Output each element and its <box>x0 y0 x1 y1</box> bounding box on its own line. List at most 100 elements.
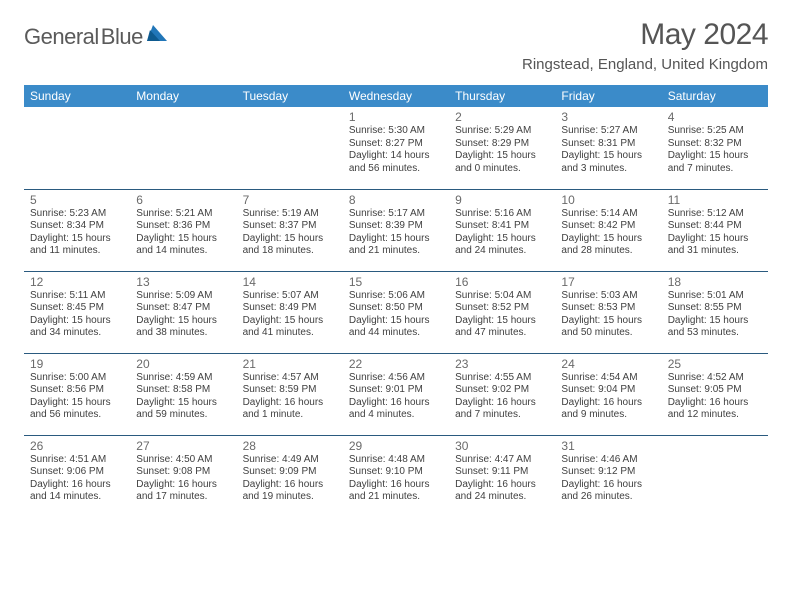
calendar-day-cell: 28Sunrise: 4:49 AMSunset: 9:09 PMDayligh… <box>237 435 343 517</box>
day-info: Sunrise: 5:07 AMSunset: 8:49 PMDaylight:… <box>243 290 337 340</box>
day-info: Sunrise: 4:51 AMSunset: 9:06 PMDaylight:… <box>30 454 124 504</box>
day-info: Sunrise: 4:50 AMSunset: 9:08 PMDaylight:… <box>136 454 230 504</box>
calendar-day-cell: 27Sunrise: 4:50 AMSunset: 9:08 PMDayligh… <box>130 435 236 517</box>
day-info: Sunrise: 4:46 AMSunset: 9:12 PMDaylight:… <box>561 454 655 504</box>
calendar-day-cell: 11Sunrise: 5:12 AMSunset: 8:44 PMDayligh… <box>662 189 768 271</box>
calendar-day-cell: 17Sunrise: 5:03 AMSunset: 8:53 PMDayligh… <box>555 271 661 353</box>
day-info: Sunrise: 4:52 AMSunset: 9:05 PMDaylight:… <box>668 372 762 422</box>
day-info: Sunrise: 5:14 AMSunset: 8:42 PMDaylight:… <box>561 208 655 258</box>
logo-triangle-icon <box>147 25 167 46</box>
daylight-text: Daylight: 16 hours and 24 minutes. <box>455 479 549 504</box>
sunrise-text: Sunrise: 4:50 AM <box>136 454 230 467</box>
calendar-week-row: 12Sunrise: 5:11 AMSunset: 8:45 PMDayligh… <box>24 271 768 353</box>
calendar-week-row: 5Sunrise: 5:23 AMSunset: 8:34 PMDaylight… <box>24 189 768 271</box>
sunset-text: Sunset: 9:10 PM <box>349 466 443 479</box>
sunrise-text: Sunrise: 5:30 AM <box>349 125 443 138</box>
sunset-text: Sunset: 9:12 PM <box>561 466 655 479</box>
sunrise-text: Sunrise: 4:47 AM <box>455 454 549 467</box>
weekday-header-row: SundayMondayTuesdayWednesdayThursdayFrid… <box>24 85 768 107</box>
sunset-text: Sunset: 8:36 PM <box>136 220 230 233</box>
calendar-day-cell: 26Sunrise: 4:51 AMSunset: 9:06 PMDayligh… <box>24 435 130 517</box>
day-number: 2 <box>455 110 549 124</box>
day-number: 18 <box>668 275 762 289</box>
calendar-day-cell: 14Sunrise: 5:07 AMSunset: 8:49 PMDayligh… <box>237 271 343 353</box>
daylight-text: Daylight: 16 hours and 26 minutes. <box>561 479 655 504</box>
sunset-text: Sunset: 9:08 PM <box>136 466 230 479</box>
sunrise-text: Sunrise: 5:07 AM <box>243 290 337 303</box>
daylight-text: Daylight: 16 hours and 9 minutes. <box>561 397 655 422</box>
sunset-text: Sunset: 8:45 PM <box>30 302 124 315</box>
day-info: Sunrise: 4:48 AMSunset: 9:10 PMDaylight:… <box>349 454 443 504</box>
sunrise-text: Sunrise: 5:11 AM <box>30 290 124 303</box>
sunset-text: Sunset: 8:37 PM <box>243 220 337 233</box>
daylight-text: Daylight: 16 hours and 7 minutes. <box>455 397 549 422</box>
day-info: Sunrise: 4:56 AMSunset: 9:01 PMDaylight:… <box>349 372 443 422</box>
day-number: 26 <box>30 439 124 453</box>
sunset-text: Sunset: 8:27 PM <box>349 138 443 151</box>
daylight-text: Daylight: 16 hours and 1 minute. <box>243 397 337 422</box>
calendar-week-row: 1Sunrise: 5:30 AMSunset: 8:27 PMDaylight… <box>24 107 768 189</box>
calendar-day-cell: 25Sunrise: 4:52 AMSunset: 9:05 PMDayligh… <box>662 353 768 435</box>
day-info: Sunrise: 5:27 AMSunset: 8:31 PMDaylight:… <box>561 125 655 175</box>
day-info: Sunrise: 5:11 AMSunset: 8:45 PMDaylight:… <box>30 290 124 340</box>
sunset-text: Sunset: 8:42 PM <box>561 220 655 233</box>
daylight-text: Daylight: 14 hours and 56 minutes. <box>349 150 443 175</box>
sunset-text: Sunset: 8:50 PM <box>349 302 443 315</box>
day-info: Sunrise: 5:06 AMSunset: 8:50 PMDaylight:… <box>349 290 443 340</box>
day-info: Sunrise: 5:30 AMSunset: 8:27 PMDaylight:… <box>349 125 443 175</box>
day-info: Sunrise: 4:54 AMSunset: 9:04 PMDaylight:… <box>561 372 655 422</box>
day-number: 14 <box>243 275 337 289</box>
sunrise-text: Sunrise: 4:55 AM <box>455 372 549 385</box>
day-info: Sunrise: 5:23 AMSunset: 8:34 PMDaylight:… <box>30 208 124 258</box>
sunrise-text: Sunrise: 4:57 AM <box>243 372 337 385</box>
day-number: 3 <box>561 110 655 124</box>
sunset-text: Sunset: 8:56 PM <box>30 384 124 397</box>
daylight-text: Daylight: 15 hours and 7 minutes. <box>668 150 762 175</box>
day-info: Sunrise: 5:09 AMSunset: 8:47 PMDaylight:… <box>136 290 230 340</box>
weekday-header: Thursday <box>449 85 555 107</box>
calendar-table: SundayMondayTuesdayWednesdayThursdayFrid… <box>24 85 768 517</box>
month-title: May 2024 <box>522 18 768 52</box>
daylight-text: Daylight: 15 hours and 31 minutes. <box>668 233 762 258</box>
sunset-text: Sunset: 8:53 PM <box>561 302 655 315</box>
calendar-day-cell: 22Sunrise: 4:56 AMSunset: 9:01 PMDayligh… <box>343 353 449 435</box>
day-info: Sunrise: 5:03 AMSunset: 8:53 PMDaylight:… <box>561 290 655 340</box>
sunset-text: Sunset: 8:29 PM <box>455 138 549 151</box>
calendar-day-cell: 8Sunrise: 5:17 AMSunset: 8:39 PMDaylight… <box>343 189 449 271</box>
day-number: 24 <box>561 357 655 371</box>
daylight-text: Daylight: 15 hours and 59 minutes. <box>136 397 230 422</box>
calendar-day-cell: 12Sunrise: 5:11 AMSunset: 8:45 PMDayligh… <box>24 271 130 353</box>
calendar-day-cell: 21Sunrise: 4:57 AMSunset: 8:59 PMDayligh… <box>237 353 343 435</box>
daylight-text: Daylight: 15 hours and 0 minutes. <box>455 150 549 175</box>
sunset-text: Sunset: 9:11 PM <box>455 466 549 479</box>
sunset-text: Sunset: 9:04 PM <box>561 384 655 397</box>
calendar-week-row: 19Sunrise: 5:00 AMSunset: 8:56 PMDayligh… <box>24 353 768 435</box>
day-number: 10 <box>561 193 655 207</box>
calendar-week-row: 26Sunrise: 4:51 AMSunset: 9:06 PMDayligh… <box>24 435 768 517</box>
calendar-day-cell: 2Sunrise: 5:29 AMSunset: 8:29 PMDaylight… <box>449 107 555 189</box>
calendar-day-cell <box>130 107 236 189</box>
day-info: Sunrise: 4:57 AMSunset: 8:59 PMDaylight:… <box>243 372 337 422</box>
day-number: 1 <box>349 110 443 124</box>
sunset-text: Sunset: 8:58 PM <box>136 384 230 397</box>
weekday-header: Wednesday <box>343 85 449 107</box>
calendar-day-cell: 16Sunrise: 5:04 AMSunset: 8:52 PMDayligh… <box>449 271 555 353</box>
calendar-day-cell: 18Sunrise: 5:01 AMSunset: 8:55 PMDayligh… <box>662 271 768 353</box>
day-number: 7 <box>243 193 337 207</box>
daylight-text: Daylight: 15 hours and 41 minutes. <box>243 315 337 340</box>
sunset-text: Sunset: 8:34 PM <box>30 220 124 233</box>
calendar-day-cell <box>662 435 768 517</box>
daylight-text: Daylight: 15 hours and 21 minutes. <box>349 233 443 258</box>
sunset-text: Sunset: 8:44 PM <box>668 220 762 233</box>
day-number: 30 <box>455 439 549 453</box>
calendar-day-cell: 24Sunrise: 4:54 AMSunset: 9:04 PMDayligh… <box>555 353 661 435</box>
sunset-text: Sunset: 8:47 PM <box>136 302 230 315</box>
sunset-text: Sunset: 8:52 PM <box>455 302 549 315</box>
brand-text-1: General <box>24 24 99 50</box>
calendar-day-cell: 19Sunrise: 5:00 AMSunset: 8:56 PMDayligh… <box>24 353 130 435</box>
sunrise-text: Sunrise: 5:16 AM <box>455 208 549 221</box>
calendar-day-cell: 15Sunrise: 5:06 AMSunset: 8:50 PMDayligh… <box>343 271 449 353</box>
calendar-day-cell: 7Sunrise: 5:19 AMSunset: 8:37 PMDaylight… <box>237 189 343 271</box>
sunset-text: Sunset: 8:55 PM <box>668 302 762 315</box>
sunrise-text: Sunrise: 5:27 AM <box>561 125 655 138</box>
